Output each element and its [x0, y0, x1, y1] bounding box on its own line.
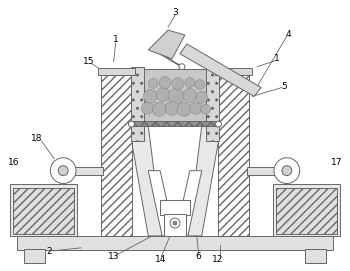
Circle shape [282, 166, 292, 176]
Bar [132, 121, 218, 126]
Circle shape [185, 78, 195, 88]
Text: 13: 13 [108, 252, 119, 261]
Circle shape [170, 218, 180, 228]
Circle shape [274, 158, 300, 183]
Polygon shape [132, 126, 162, 236]
Text: 12: 12 [212, 255, 223, 264]
Circle shape [196, 91, 208, 103]
Bar [164, 214, 186, 236]
Text: 1: 1 [274, 54, 280, 63]
Polygon shape [148, 171, 202, 236]
Circle shape [172, 78, 184, 89]
Bar [17, 236, 333, 250]
Circle shape [168, 89, 184, 104]
Polygon shape [188, 126, 218, 236]
Bar [215, 68, 252, 75]
Bar [276, 188, 337, 234]
Text: 18: 18 [31, 134, 42, 143]
Circle shape [216, 121, 222, 127]
Text: 14: 14 [154, 255, 166, 264]
Text: 2: 2 [47, 247, 52, 256]
Bar [247, 167, 275, 175]
Text: 15: 15 [83, 57, 94, 66]
Text: 4: 4 [286, 30, 292, 38]
Bar [75, 167, 103, 175]
Polygon shape [180, 44, 261, 96]
Text: 17: 17 [331, 158, 342, 167]
Text: 1: 1 [113, 36, 119, 44]
Bar [144, 69, 206, 123]
Bar [273, 185, 340, 236]
Circle shape [128, 121, 134, 127]
Polygon shape [148, 30, 185, 59]
Circle shape [201, 104, 211, 114]
Circle shape [148, 79, 158, 89]
Circle shape [156, 88, 170, 101]
Bar [101, 73, 132, 236]
Circle shape [190, 102, 202, 114]
Circle shape [165, 101, 179, 115]
Circle shape [173, 221, 177, 225]
Circle shape [179, 64, 185, 70]
Bar [218, 73, 249, 236]
Text: 3: 3 [172, 8, 178, 17]
Circle shape [152, 102, 166, 116]
Circle shape [195, 80, 205, 89]
Bar [23, 249, 46, 263]
Text: 16: 16 [8, 158, 19, 167]
Text: 5: 5 [281, 82, 287, 91]
Bar [13, 188, 74, 234]
Text: 6: 6 [195, 252, 201, 261]
Circle shape [50, 158, 76, 183]
Circle shape [177, 102, 191, 116]
Circle shape [183, 89, 197, 102]
Circle shape [58, 166, 68, 176]
Bar [304, 249, 327, 263]
Circle shape [159, 77, 171, 89]
Circle shape [144, 89, 157, 103]
Bar [132, 67, 144, 141]
Circle shape [141, 102, 153, 114]
Bar [206, 67, 218, 141]
Bar [98, 68, 135, 75]
Bar [10, 185, 77, 236]
Bar [160, 200, 190, 215]
